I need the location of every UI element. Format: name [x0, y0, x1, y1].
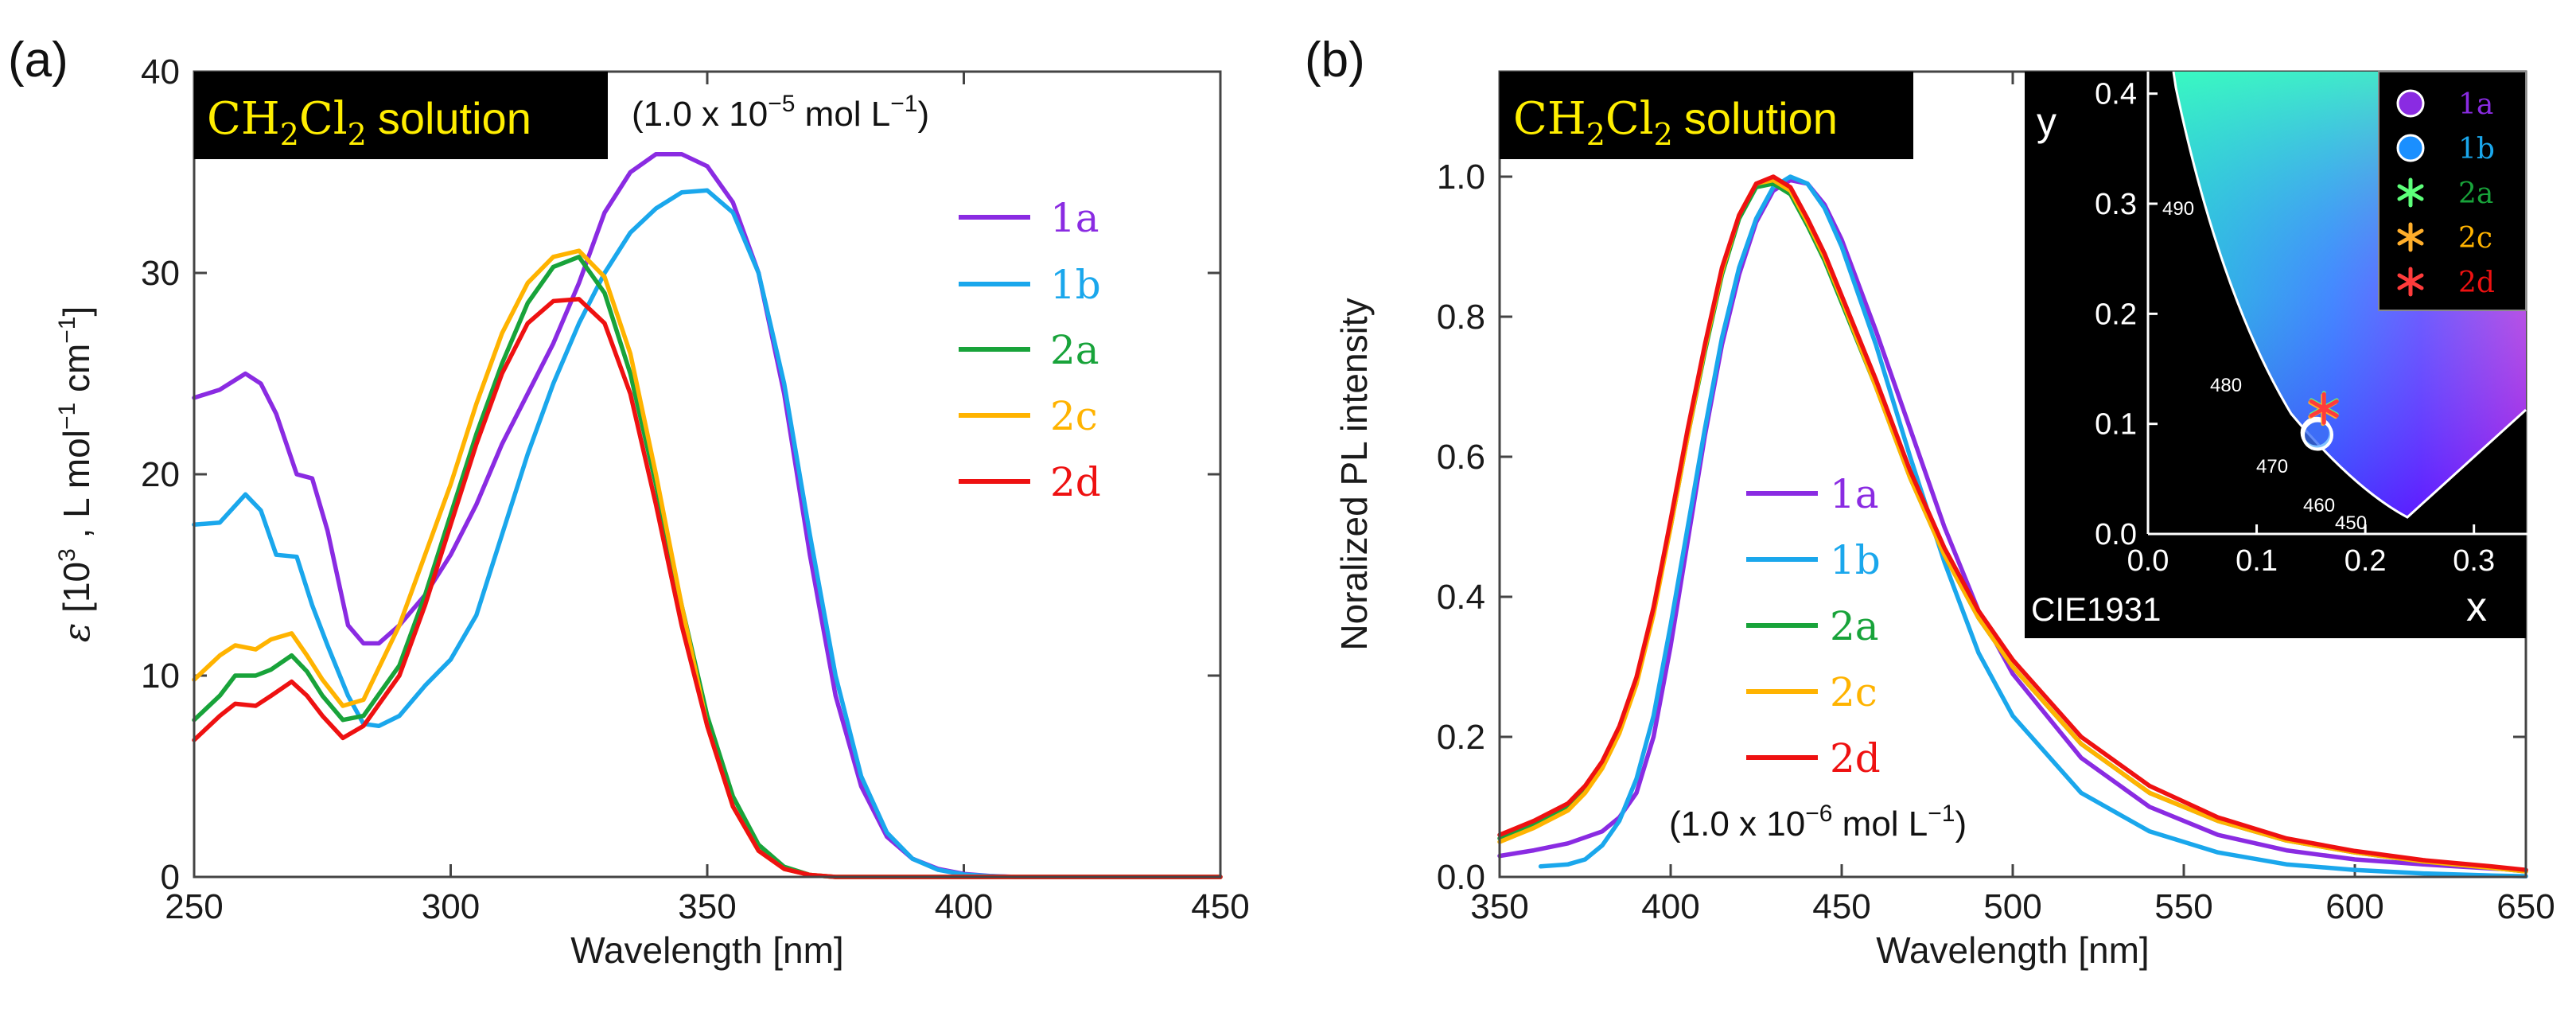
panel-a-y-axis-title: ε [103 , L mol−1 cm−1]: [54, 306, 98, 643]
panel-a-label: (a): [8, 33, 68, 88]
panel-b-ticks: 350 400 450 500 550 600 650 0.0 0.2 0.4 0.6 0.8 1.0: [1437, 72, 2555, 926]
panel-b-solvent-badge: CH2Cl2 solution: [1500, 72, 1913, 159]
panel-b-y-tick-label: 1.0: [1437, 158, 1485, 197]
panel-a-y-tick-label: 20: [141, 455, 180, 494]
panel-b-x-tick-label: 400: [1641, 887, 1699, 926]
cie-legend-2c-marker: [2397, 222, 2424, 252]
panel-a-x-axis-title: Wavelength [nm]: [570, 929, 843, 971]
panel-b-y-tick-label: 0.0: [1437, 858, 1485, 897]
cie-x-tick-label: 0.0: [2127, 544, 2169, 578]
legend-a-2a-label: 2a: [1050, 327, 1099, 373]
cie-legend-1b-label: 1b: [2458, 133, 2495, 166]
cie-locus-label-470: 470: [2256, 456, 2288, 477]
cie-locus-label-450: 450: [2335, 512, 2367, 534]
cie-y-tick-label: 0.3: [2095, 188, 2137, 221]
panel-b-y-tick-label: 0.2: [1437, 718, 1485, 757]
cie-legend-2c-label: 2c: [2458, 222, 2492, 255]
panel-a-x-tick-label: 350: [678, 887, 736, 926]
panel-b-y-tick-label: 0.6: [1437, 438, 1485, 477]
panel-b-badge-text: CH2Cl2 solution: [1513, 93, 1838, 152]
cie-points: [2300, 391, 2339, 451]
cie-y-tick-label: 0.0: [2095, 518, 2137, 551]
panel-b-badge-background: [1500, 72, 1913, 159]
legend-b-2c-label: 2c: [1830, 669, 1878, 715]
panel-a-y-tick-label: 0: [161, 858, 180, 897]
cie-legend-2d-label: 2d: [2458, 267, 2495, 299]
cie-y-tick-label: 0.1: [2095, 408, 2137, 442]
panel-b-series: [1497, 174, 2528, 879]
cie-legend-2a-marker: [2397, 177, 2424, 208]
panel-b-x-tick-label: 650: [2496, 887, 2555, 926]
panel-a-x-tick-label: 400: [935, 887, 993, 926]
legend-a-2c-label: 2c: [1050, 393, 1098, 439]
cie-spectral-locus: [2172, 72, 2527, 519]
panel-b: (b) 350 400 450 500 550 600 650 0.0 0.2 0.4 0.6 0.8…: [1305, 33, 2555, 971]
panel-a-y-tick-label: 30: [141, 254, 180, 293]
legend-a-2d-label: 2d: [1050, 459, 1101, 505]
cie-point-1b: [2302, 419, 2334, 451]
cie-legend-2d-marker: [2397, 267, 2424, 297]
cie-legend-1a-marker: [2396, 89, 2425, 118]
legend-b-2d-label: 2d: [1830, 735, 1881, 781]
cie-x-tick-label: 0.3: [2453, 544, 2495, 578]
cie-legend-1b-marker: [2396, 134, 2425, 162]
cie-y-axis-title: y: [2037, 99, 2057, 144]
legend-a-1b-label: 1b: [1050, 262, 1101, 308]
panel-b-concentration: (1.0 x 10−6 mol L−1): [1669, 801, 1967, 844]
panel-b-label: (b): [1305, 33, 1365, 88]
panel-a-x-tick-label: 250: [165, 887, 223, 926]
cie-legend-2a-label: 2a: [2458, 177, 2493, 210]
panel-a-solvent-badge: CH2Cl2 solution: [194, 72, 608, 159]
cie-point-2d: [2309, 392, 2339, 425]
legend-b-1a-label: 1a: [1830, 471, 1879, 517]
cie-inset: 0.0 0.1 0.2 0.30.00.10.20.30.4 490 480 470 …: [2025, 71, 2528, 638]
panel-a-y-tick-label: 40: [141, 53, 180, 92]
panel-a-series-2a: [192, 255, 1223, 879]
panel-b-x-tick-label: 550: [2154, 887, 2212, 926]
cie-legend: 1a 1b 2a 2c 2d: [2378, 71, 2527, 311]
panel-a-series: [192, 151, 1223, 879]
panel-b-y-axis-title: Noralized PL intensity: [1333, 298, 1375, 650]
panel-b-y-tick-label: 0.4: [1437, 578, 1485, 617]
panel-b-x-tick-label: 450: [1812, 887, 1870, 926]
cie-locus-label-490: 490: [2162, 198, 2194, 220]
cie-legend-1a-label: 1a: [2458, 88, 2493, 121]
legend-b-1b-label: 1b: [1830, 537, 1881, 583]
panel-a-x-tick-label: 300: [422, 887, 480, 926]
panel-b-x-axis-title: Wavelength [nm]: [1876, 929, 2149, 971]
cie-title: CIE1931: [2031, 590, 2161, 628]
panel-a-badge-text: CH2Cl2 solution: [207, 93, 531, 152]
panel-a-series-2d: [192, 297, 1223, 879]
panel-a-badge-background: [194, 72, 608, 159]
cie-x-axis-title: x: [2466, 584, 2487, 630]
cie-x-tick-label: 0.1: [2236, 544, 2278, 578]
panel-a-series-1b: [192, 188, 1223, 879]
panel-a-x-tick-label: 450: [1191, 887, 1249, 926]
panel-b-series-2d: [1497, 174, 2528, 872]
panel-a-concentration: (1.0 x 10−5 mol L−1): [632, 91, 929, 134]
cie-locus-label-460: 460: [2303, 495, 2335, 516]
panel-b-series-1b: [1538, 174, 2528, 879]
cie-axes: 0.0 0.1 0.2 0.3 0.0 0.1 0.2 0.3 0.4: [2095, 72, 2528, 578]
panel-a-legend: 1a 1b 2a 2c 2d: [959, 195, 1101, 505]
cie-y-tick-label: 0.4: [2095, 78, 2137, 111]
cie-locus-label-480: 480: [2210, 375, 2242, 396]
legend-a-1a-label: 1a: [1050, 195, 1099, 241]
panel-b-y-tick-label: 0.8: [1437, 298, 1485, 337]
cie-x-tick-label: 0.2: [2344, 544, 2387, 578]
panel-b-x-tick-label: 350: [1470, 887, 1528, 926]
panel-b-legend: 1a 1b 2a 2c 2d: [1746, 471, 1881, 781]
panel-b-x-tick-label: 500: [1983, 887, 2041, 926]
legend-b-2a-label: 2a: [1830, 603, 1879, 649]
panel-a-plot-frame: [193, 70, 1222, 879]
panel-a-y-tick-label: 10: [141, 657, 180, 695]
panel-a: (a) 250 300 350 400 450 0 10 20 30 40 CH2Cl2 solut…: [8, 33, 1250, 971]
cie-y-tick-label: 0.2: [2095, 298, 2137, 331]
panel-b-x-tick-label: 600: [2325, 887, 2383, 926]
panel-a-ticks: 250 300 350 400 450 0 10 20 30 40: [141, 53, 1250, 926]
